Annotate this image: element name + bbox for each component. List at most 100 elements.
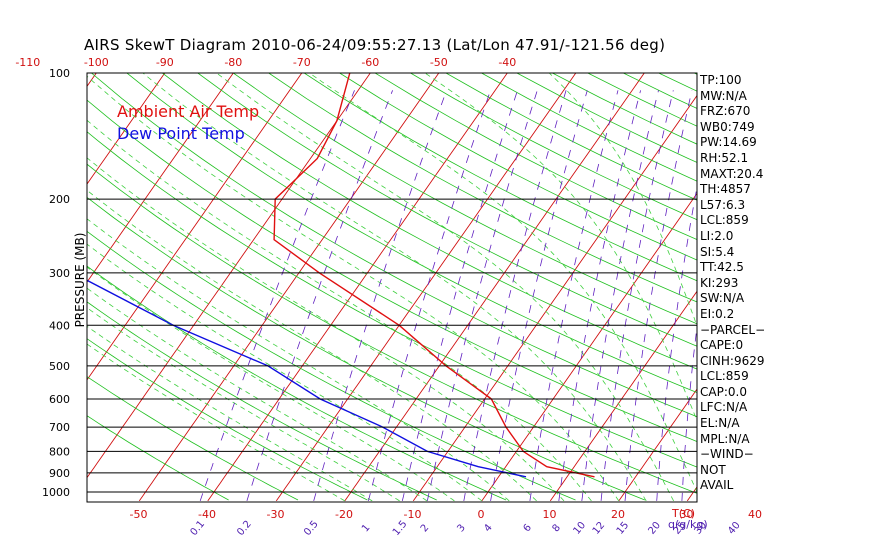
mixing-ratio-tick-label: 40: [726, 520, 743, 537]
index-item: AVAIL: [700, 478, 734, 493]
dry-adiabat-line: [765, 73, 870, 500]
dry-adiabat-line: [87, 301, 437, 501]
pressure-tick-label: 600: [49, 393, 70, 406]
top-temp-tick-label: -70: [293, 56, 311, 69]
mixing-ratio-tick-label: 15: [615, 520, 632, 537]
mixing-ratio-line: [529, 90, 619, 501]
isotherm-line: [344, 73, 645, 502]
isotherm-line: [824, 73, 870, 501]
moist-adiabat-line: [87, 218, 510, 502]
index-item: PW:14.69: [700, 135, 757, 150]
index-item: NOT: [700, 462, 726, 477]
dry-adiabat-line: [801, 73, 870, 500]
index-item: CAPE:0: [700, 338, 744, 353]
pressure-tick-label: 900: [49, 467, 70, 480]
plot-area: [0, 73, 870, 502]
mixing-ratio-tick-label: 10: [571, 520, 588, 537]
legend-air-temp: Ambient Air Temp: [117, 102, 260, 121]
dry-adiabat-line: [197, 73, 697, 347]
moist-adiabat-line: [87, 325, 373, 502]
mixing-ratio-line: [368, 90, 491, 501]
bottom-temp-tick-label: -20: [335, 508, 353, 521]
dry-adiabat-line: [445, 73, 697, 201]
indices-panel: TP:100 MW:N/A FRZ:670 WB0:749 PW:14.69 RH:52.…: [700, 73, 765, 494]
mixing-ratio-tick-label: 20: [646, 520, 663, 537]
dry-adiabat-line: [233, 73, 697, 325]
plot-frame: [86, 72, 698, 503]
moist-adiabat-line: [87, 343, 346, 502]
moist-adiabat-line: [87, 243, 483, 502]
index-item: LI:2.0: [700, 228, 734, 243]
moist-adiabat-line: [548, 73, 697, 328]
pressure-tick-label: 300: [49, 267, 70, 280]
bottom-temp-tick-label: 20: [611, 508, 625, 521]
dry-adiabat-line: [410, 73, 697, 221]
isotherm-line: [0, 73, 28, 501]
pressure-tick-label: 800: [49, 445, 70, 458]
pressure-tick-label: 500: [49, 360, 70, 373]
index-item: SI:5.4: [700, 244, 735, 259]
top-temp-tick-label: -40: [498, 56, 516, 69]
mixing-ratio-tick-label: 6: [522, 522, 535, 534]
isotherm-line: [549, 290, 697, 502]
pressure-tick-label: 400: [49, 319, 70, 332]
dry-adiabat-line: [162, 73, 697, 370]
mixing-ratio-line: [199, 90, 355, 502]
dry-adiabat-line: [87, 196, 645, 501]
dry-adiabat-line: [87, 99, 697, 442]
moist-adiabat-line: [87, 189, 537, 502]
isotherm-line: [756, 73, 870, 501]
chart-title: AIRS SkewT Diagram 2010-06-24/09:55:27.1…: [84, 36, 666, 54]
dry-adiabat-line: [516, 73, 697, 163]
bottom-temp-tick-label: -30: [267, 508, 285, 521]
index-item: −PARCEL−: [700, 322, 766, 337]
y-axis-label: PRESSURE (MB): [73, 232, 87, 328]
moist-adiabat-line: [424, 73, 697, 422]
moist-adiabat-line: [216, 73, 674, 502]
bottom-temp-tick-label: 10: [543, 508, 557, 521]
index-item: KI:293: [700, 275, 739, 290]
dry-adiabat-line: [87, 338, 368, 501]
pressure-tick-label: 700: [49, 421, 70, 434]
index-item: TH:4857: [700, 182, 751, 197]
bottom-temp-tick-label: -50: [130, 508, 148, 521]
mixing-ratio-line: [401, 90, 518, 501]
mixing-ratio-tick-label: 3: [455, 522, 468, 534]
isotherm-line: [412, 94, 697, 502]
moist-adiabat-line: [87, 287, 428, 502]
top-temp-tick-label: -50: [430, 56, 448, 69]
bottom-temp-tick-label: -10: [404, 508, 422, 521]
dry-adiabat-line: [87, 415, 229, 501]
mixing-ratio-tick-label: 12: [591, 520, 608, 537]
mixing-ratio-tick-label: 0.5: [302, 519, 321, 538]
index-item: CAP:0.0: [700, 384, 747, 399]
index-item: EL:N/A: [700, 416, 740, 431]
moist-adiabat-line: [87, 266, 455, 502]
legend-dew-point: Dew Point Temp: [117, 124, 245, 143]
dry-adiabat-line: [481, 73, 697, 182]
isotherm-line: [207, 73, 508, 502]
top-temp-tick-label: -100: [84, 56, 109, 69]
mixing-ratio-tick-label: 1: [360, 522, 373, 534]
index-item: FRZ:670: [700, 104, 751, 119]
top-temp-tick-label: -80: [224, 56, 242, 69]
index-item: LCL:859: [700, 213, 749, 228]
dry-adiabat-line: [87, 131, 697, 468]
dry-adiabat-line: [87, 376, 299, 501]
mixing-ratio-line: [426, 90, 538, 501]
dry-adiabat-line: [87, 230, 576, 501]
index-item: CINH:9629: [700, 353, 765, 368]
mixing-ratio-axis-label: q(g/kg): [668, 518, 708, 531]
isotherm-line: [87, 73, 303, 381]
mixing-ratio-tick-label: 0.1: [189, 519, 208, 538]
isotherm-line: [275, 73, 577, 502]
index-item: RH:52.1: [700, 150, 749, 165]
isotherm-line: [87, 73, 234, 283]
pressure-tick-label: 100: [49, 67, 70, 80]
mixing-ratio-line: [313, 90, 447, 502]
pressure-tick-label: 200: [49, 193, 70, 206]
moist-adiabat-line: [142, 73, 647, 502]
index-item: MAXT:20.4: [700, 166, 764, 181]
bottom-temp-tick-label: 0: [478, 508, 485, 521]
